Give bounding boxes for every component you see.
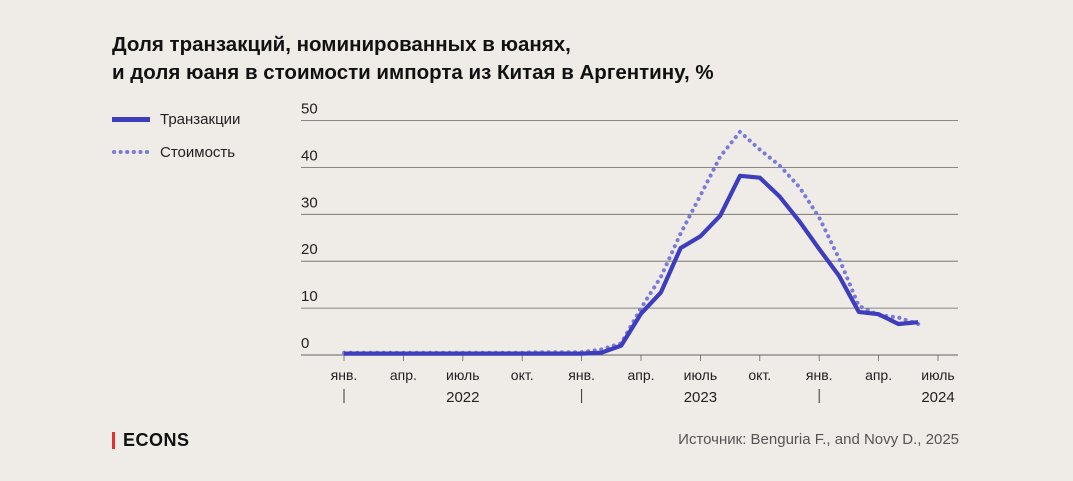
brand-bar-icon <box>112 432 115 449</box>
x-tick-label: окт. <box>748 367 771 383</box>
x-tick-label: янв. <box>331 367 358 383</box>
grid-layer: 0 10 20 30 40 50 <box>301 101 958 356</box>
chart-title-line-2: и доля юаня в стоимости импорта из Китая… <box>112 61 714 84</box>
year-label: 2022 <box>446 389 479 406</box>
year-label: 2024 <box>921 389 954 406</box>
chart-title-line-1: Доля транзакций, номинированных в юанях, <box>112 33 571 56</box>
x-tick-label: апр. <box>390 367 417 383</box>
y-tick-label: 40 <box>301 147 318 164</box>
x-tick-label: янв. <box>568 367 595 383</box>
x-tick-label: янв. <box>806 367 833 383</box>
y-tick-label: 30 <box>301 194 318 211</box>
series-layer <box>342 129 921 356</box>
legend-label-transactions: Транзакции <box>160 110 241 128</box>
chart-legend: Транзакции Стоимость <box>112 108 240 174</box>
legend-swatch-solid-icon <box>112 116 150 122</box>
x-tick-label: июль <box>684 367 717 383</box>
x-tick-label: апр. <box>865 367 892 383</box>
y-tick-label: 10 <box>301 288 318 305</box>
y-tick-label: 50 <box>301 101 318 118</box>
legend-label-value: Стоимость <box>160 143 236 161</box>
y-tick-label: 0 <box>301 335 309 352</box>
legend-item-transactions: Транзакции <box>112 108 240 130</box>
brand-name: ECONS <box>123 430 190 450</box>
series-line-transactions <box>344 173 919 356</box>
x-tick-label: июль <box>921 367 954 383</box>
y-tick-label: 20 <box>301 241 318 258</box>
brand-logo: ECONS <box>112 430 190 451</box>
x-tick-label: апр. <box>627 367 654 383</box>
source-note: Источник: Benguria F., and Novy D., 2025 <box>678 431 959 448</box>
x-tick-label: окт. <box>511 367 534 383</box>
chart-title: Доля транзакций, номинированных в юанях,… <box>112 31 872 87</box>
x-tick-label: июль <box>446 367 479 383</box>
legend-swatch-dotted-icon <box>112 149 150 155</box>
series-line-value <box>342 129 921 355</box>
legend-item-value: Стоимость <box>112 141 240 163</box>
x-axis: янв. апр. июль окт. янв. апр. июль окт. янв. апр.… <box>331 355 955 406</box>
year-label: 2023 <box>684 389 717 406</box>
